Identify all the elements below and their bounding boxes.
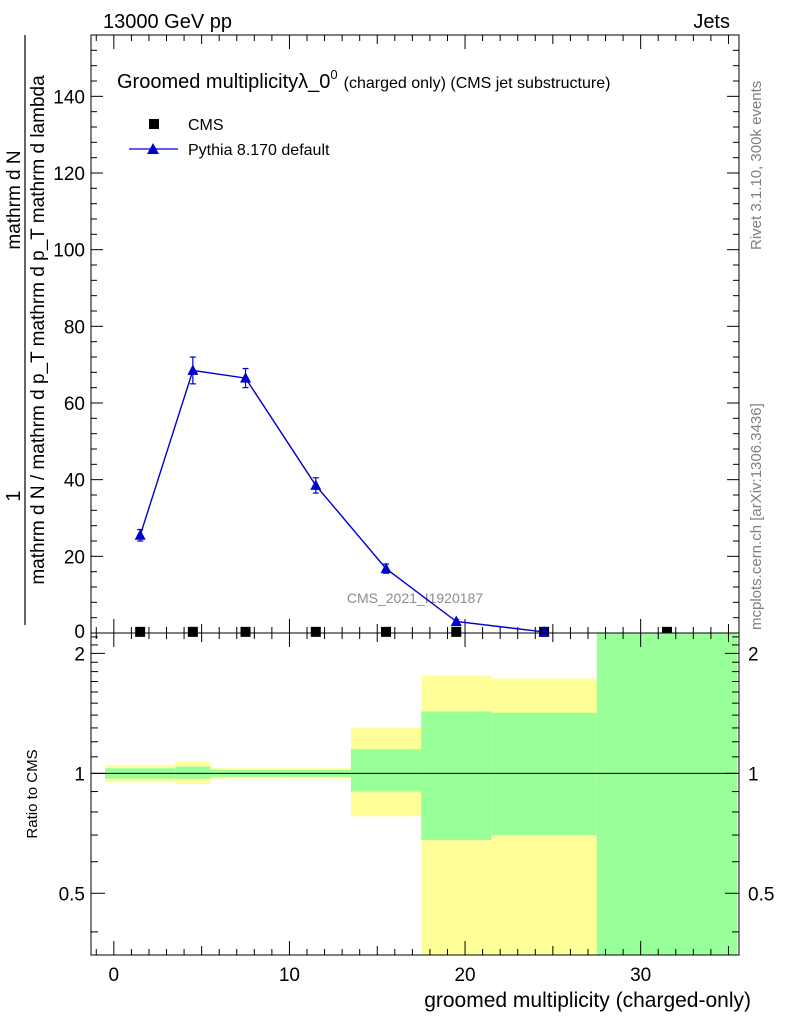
x-tick-label: 0 (109, 965, 120, 986)
ratio-y-tick-label-right: 0.5 (748, 884, 774, 905)
ratio-inner-band (175, 766, 211, 779)
pythia-point (538, 625, 550, 637)
legend-cms-marker (149, 119, 159, 129)
ratio-inner-band (421, 711, 492, 841)
x-tick-label: 30 (630, 965, 651, 986)
legend-pythia-label: Pythia 8.170 default (188, 142, 330, 159)
pythia-point (187, 364, 199, 375)
cms-point (451, 626, 462, 637)
cms-point (187, 626, 198, 637)
y-label-denominator: mathrm d N / mathrm d p_T mathrm d p_T m… (28, 75, 49, 585)
y-axis-label: 1 mathrm d N / mathrm d p_T mathrm d p_T… (3, 35, 49, 625)
x-tick-label: 20 (454, 965, 475, 986)
pythia-point (134, 529, 146, 540)
ratio-inner-band (491, 712, 597, 836)
main-y-tick-label: 120 (53, 164, 85, 185)
ratio-y-tick-label-right: 1 (748, 764, 759, 785)
y-label-numerator: 1 (3, 490, 25, 501)
ratio-y-tick-label-left: 0.5 (59, 884, 85, 905)
watermark: CMS_2021_I1920187 (347, 590, 483, 606)
ratio-frame (90, 632, 740, 956)
main-y-tick-label: 100 (53, 241, 85, 262)
chart-title-main: Groomed multiplicityλ_0 (117, 71, 330, 93)
main-y-tick-label: 40 (64, 471, 85, 492)
main-panel: CMS_2021_I1920187 20 40 60 80 100 120 140 0 Gro… (3, 34, 740, 643)
ratio-inner-band (596, 633, 738, 955)
ratio-bands (105, 633, 738, 955)
cms-point (381, 626, 392, 637)
main-y-tick-label-zero: 0 (74, 622, 85, 643)
x-tick-label: 10 (279, 965, 300, 986)
rivet-label: Rivet 3.1.10, 300k events (748, 81, 765, 250)
main-y-tick-label: 80 (64, 317, 85, 338)
cms-point (310, 626, 321, 637)
chart-title: Groomed multiplicityλ_00 (charged only) (… (117, 67, 610, 93)
ratio-y-tick-label-left: 1 (74, 764, 85, 785)
cms-point (240, 626, 251, 637)
ratio-y-tick-label-left: 2 (74, 644, 85, 665)
legend-cms-label: CMS (188, 117, 224, 134)
cms-point (662, 626, 672, 637)
legend: CMS Pythia 8.170 default (129, 117, 330, 159)
main-series (134, 356, 672, 637)
ratio-inner-band (350, 749, 422, 792)
pythia-point (450, 615, 462, 626)
cms-point (135, 626, 146, 637)
chart-title-sup: 0 (330, 67, 337, 82)
main-y-tick-label: 60 (64, 394, 85, 415)
chart-title-suffix: (charged only) (CMS jet substructure) (344, 75, 611, 92)
x-axis-label: groomed multiplicity (charged-only) (424, 989, 751, 1012)
legend-pythia-marker (147, 143, 159, 154)
header-left: 13000 GeV pp (103, 11, 232, 33)
y-label-dn: mathrm d N (4, 150, 25, 249)
mcplots-label: mcplots.cern.ch [arXiv:1306.3436] (748, 403, 765, 630)
ratio-panel: 0.5 0.51 12 20 10 20 30 Ratio to CMS groomed m… (24, 632, 774, 1012)
pythia-point (240, 372, 252, 383)
ratio-y-label: Ratio to CMS (24, 749, 41, 838)
main-y-tick-label: 20 (64, 547, 85, 568)
pythia-line (139, 369, 545, 633)
main-y-tick-label: 140 (53, 87, 85, 108)
ratio-axis-ticks: 0.5 0.51 12 20 10 20 30 (59, 633, 774, 986)
header-right: Jets (693, 11, 730, 33)
pythia-point (380, 562, 392, 574)
ratio-y-tick-label-right: 2 (748, 644, 759, 665)
main-axis-ticks: 20 40 60 80 100 120 140 0 (53, 35, 739, 643)
pythia-point (310, 479, 322, 490)
